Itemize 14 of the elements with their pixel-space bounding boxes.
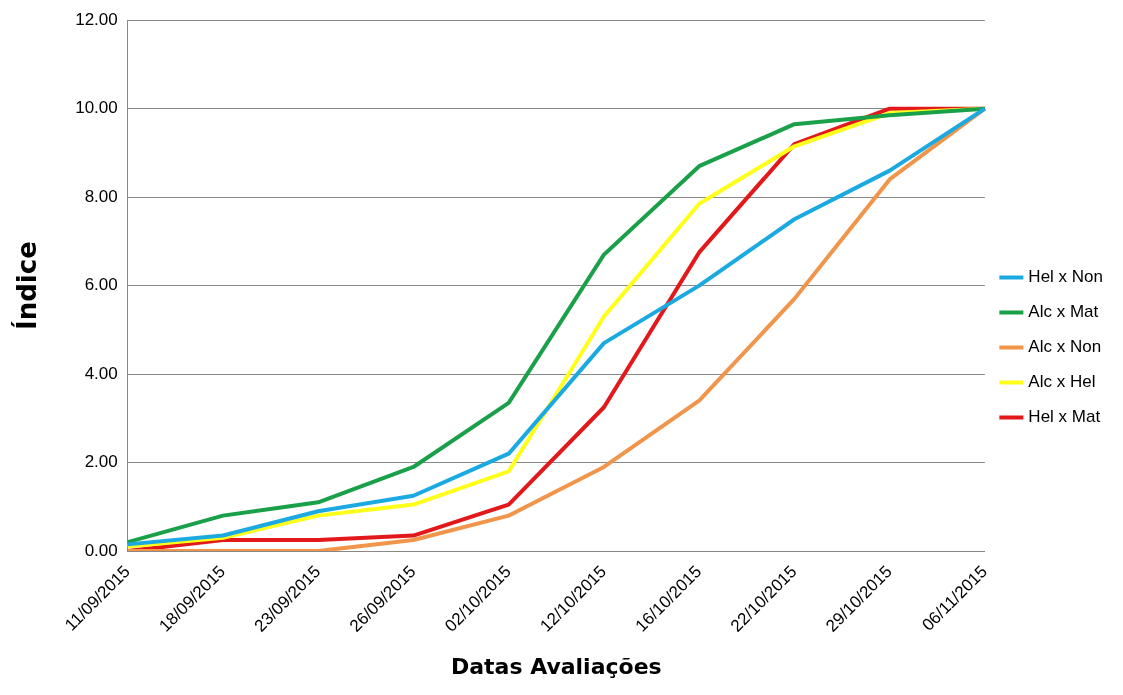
y-tick-label: 12.00 [75, 9, 118, 29]
y-tick-label: 10.00 [75, 98, 118, 118]
y-tick-label: 2.00 [84, 452, 118, 472]
y-axis-title: Índice [11, 241, 43, 330]
y-tick-label: 8.00 [84, 186, 118, 206]
y-tick-label: 0.00 [84, 540, 118, 560]
legend-label: Alc x Hel [1028, 372, 1096, 392]
y-tick-label: 6.00 [84, 275, 118, 295]
legend-label: Hel x Non [1028, 267, 1103, 287]
y-tick-label: 4.00 [84, 363, 118, 383]
legend-label: Alc x Non [1028, 337, 1102, 357]
legend-label: Alc x Mat [1028, 302, 1099, 322]
legend-label: Hel x Mat [1028, 407, 1101, 427]
x-axis-title: Datas Avaliações [450, 653, 662, 679]
